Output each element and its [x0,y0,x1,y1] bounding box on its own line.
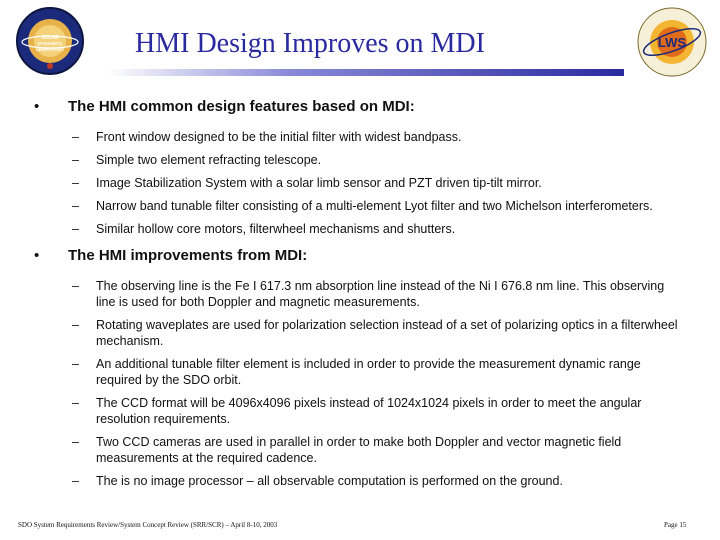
sub-item: – Similar hollow core motors, filterwheel… [34,221,684,237]
dash-icon: – [72,222,79,236]
dash-icon: – [72,435,79,449]
title-underline [108,69,624,76]
sub-item-text: An additional tunable filter element is … [96,357,641,387]
sub-item-text: Image Stabilization System with a solar … [96,176,542,190]
bullet-text: The HMI improvements from MDI: [68,247,308,264]
sub-item: – The is no image processor – all observa… [34,473,684,489]
bullet-common-features: • The HMI common design features based o… [34,98,684,116]
bullet-icon: • [34,98,40,115]
sub-item-text: Front window designed to be the initial … [96,130,462,144]
slide-title: HMI Design Improves on MDI [135,28,485,59]
dash-icon: – [72,130,79,144]
sdo-logo: SOLAR DYNAMICS OBSERVATORY [16,7,84,75]
dash-icon: – [72,357,79,371]
sub-item: – The CCD format will be 4096x4096 pixels… [34,395,684,427]
sub-item-text: Narrow band tunable filter consisting of… [96,199,653,213]
sub-item: – Narrow band tunable filter consisting o… [34,198,684,214]
sub-item: – The observing line is the Fe I 617.3 nm… [34,278,684,310]
sub-item-text: The is no image processor – all observab… [96,474,563,488]
sub-item-text: Similar hollow core motors, filterwheel … [96,222,456,236]
dash-icon: – [72,153,79,167]
bullet-improvements: • The HMI improvements from MDI: [34,247,684,265]
sub-item-text: Rotating waveplates are used for polariz… [96,318,678,348]
footer-review-title: SDO System Requirements Review/System Co… [18,521,278,529]
sub-item: – Two CCD cameras are used in parallel in… [34,434,684,466]
sub-item: – Image Stabilization System with a solar… [34,175,684,191]
bullet-icon: • [34,247,40,264]
sub-item-text: Simple two element refracting telescope. [96,153,322,167]
svg-text:OBSERVATORY: OBSERVATORY [36,48,65,52]
dash-icon: – [72,318,79,332]
dash-icon: – [72,199,79,213]
svg-text:DYNAMICS: DYNAMICS [38,41,62,46]
sub-item-text: The CCD format will be 4096x4096 pixels … [96,396,642,426]
lws-logo: LWS [637,7,707,77]
bullet-text: The HMI common design features based on … [68,98,415,115]
svg-text:SOLAR: SOLAR [41,35,59,41]
sub-item-text: Two CCD cameras are used in parallel in … [96,435,622,465]
sub-item: – An additional tunable filter element is… [34,356,684,388]
lws-logo-text: LWS [658,35,686,50]
dash-icon: – [72,176,79,190]
dash-icon: – [72,279,79,293]
sub-item: – Rotating waveplates are used for polari… [34,317,684,349]
dash-icon: – [72,474,79,488]
sub-item-text: The observing line is the Fe I 617.3 nm … [96,279,665,309]
sub-item: – Front window designed to be the initial… [34,129,684,145]
sub-item: – Simple two element refracting telescope… [34,152,684,168]
dash-icon: – [72,396,79,410]
content-bullets: • The HMI common design features based o… [34,98,684,489]
page-number: Page 15 [664,521,687,529]
